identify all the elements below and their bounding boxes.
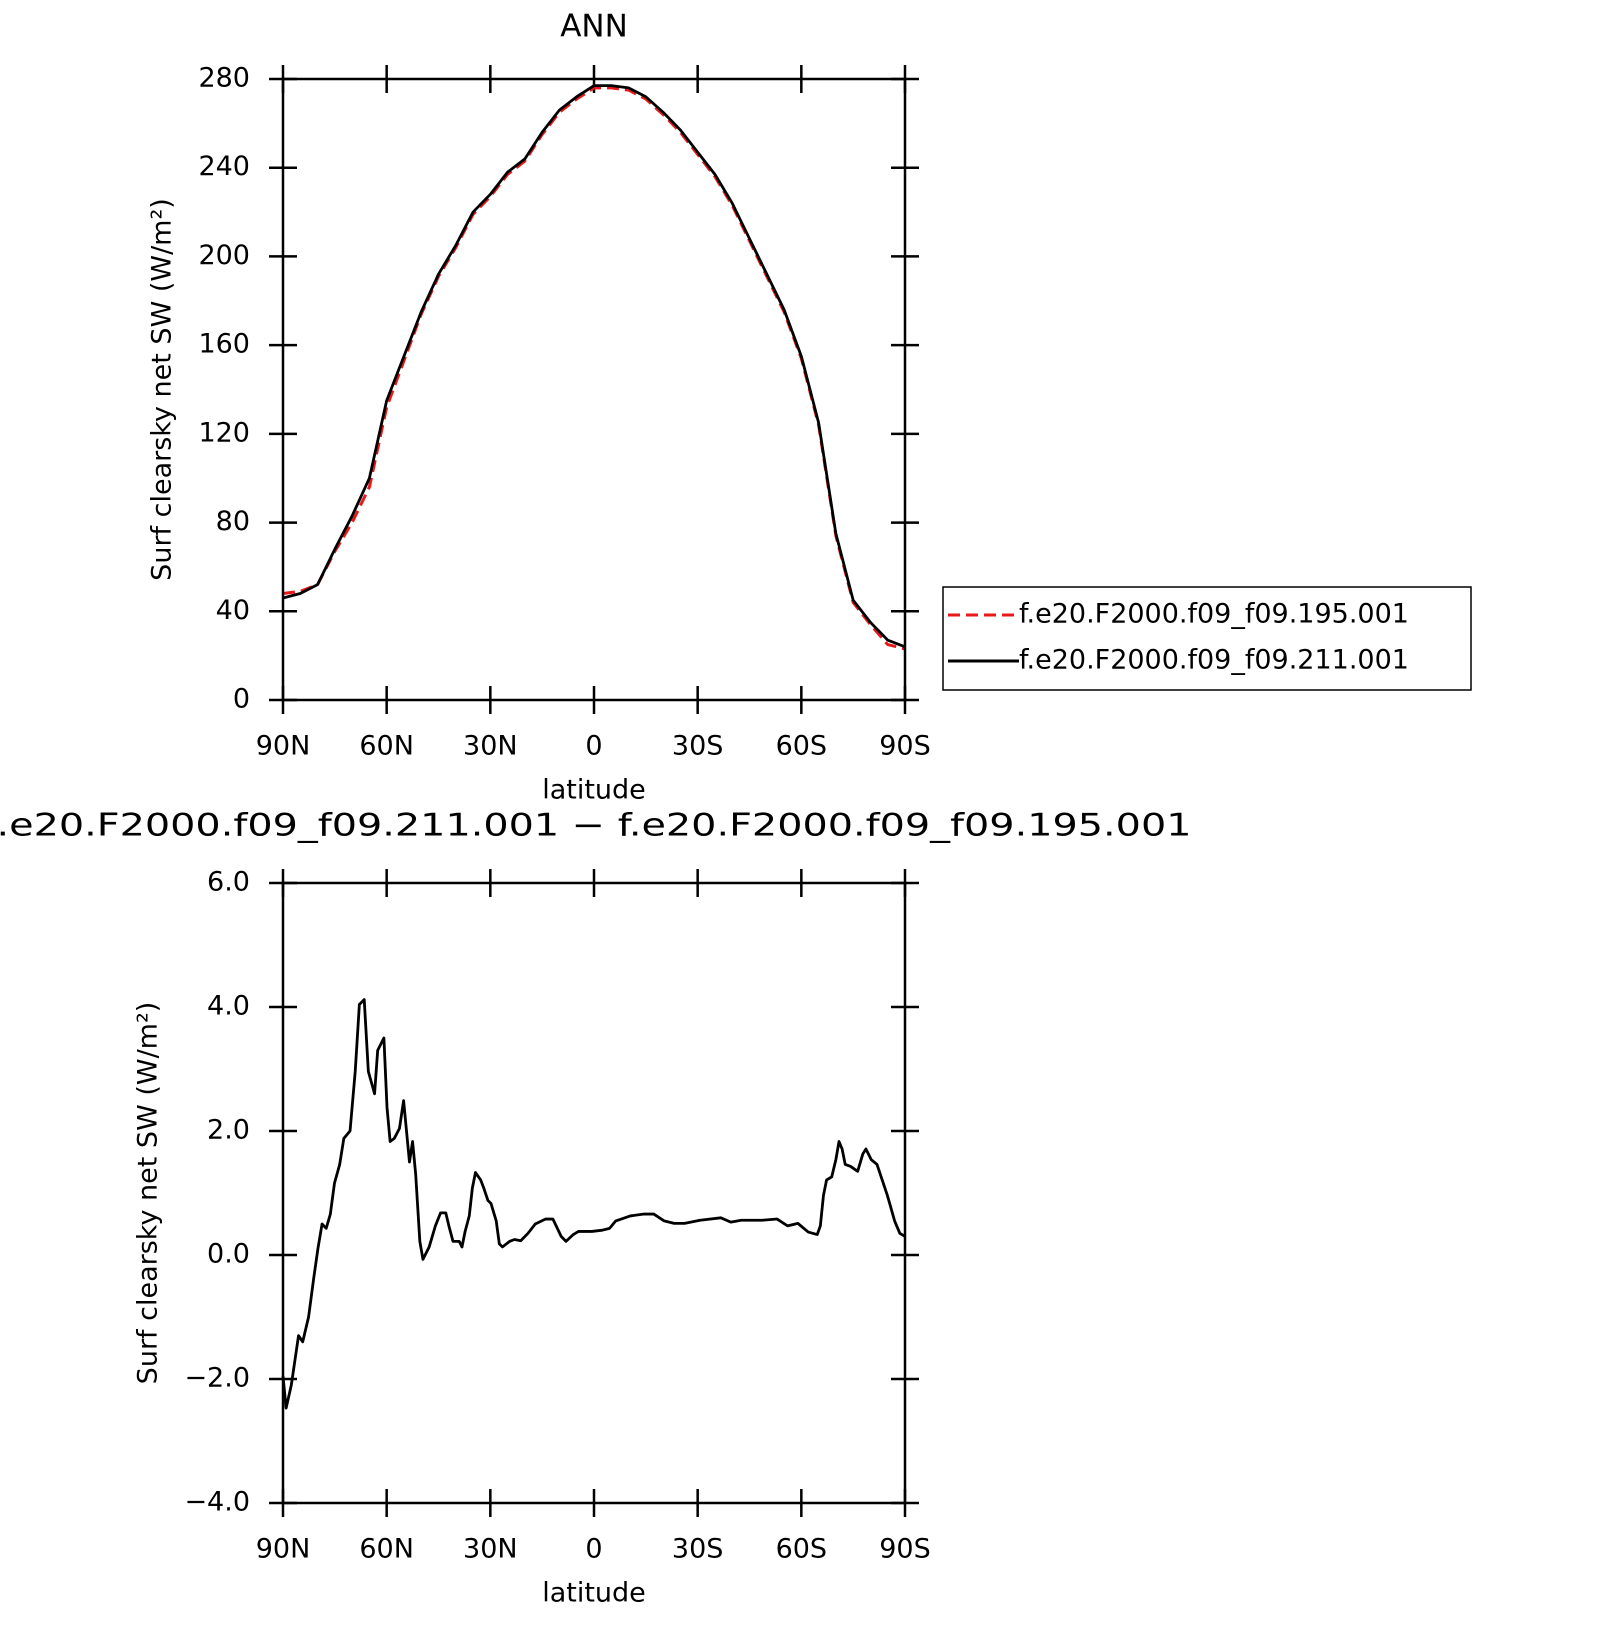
plot-frame (281, 881, 907, 1505)
y-tick-label: −2.0 (184, 1363, 250, 1394)
chart-title: ANN (560, 9, 628, 45)
chart-title: .e20.F2000.f09_f09.211.001 − f.e20.F2000… (0, 808, 1192, 844)
y-tick-label: 6.0 (207, 867, 250, 898)
data-line (281, 998, 906, 1410)
x-tick-label: 0 (585, 1534, 602, 1565)
y-tick-label: 200 (198, 240, 250, 271)
x-tick-label: 30N (463, 1534, 518, 1565)
y-tick-label: 2.0 (207, 1115, 250, 1146)
x-tick-label: 60N (359, 731, 414, 762)
y-tick-label: 240 (198, 151, 250, 182)
x-tick-label: 30N (463, 731, 518, 762)
x-axis-label: latitude (542, 775, 646, 806)
x-tick-label: 90N (256, 731, 311, 762)
x-tick-label: 60N (359, 1534, 414, 1565)
y-tick-label: 40 (216, 595, 250, 626)
x-tick-label: 0 (585, 731, 602, 762)
legend-label: f.e20.F2000.f09_f09.195.001 (1019, 599, 1409, 630)
x-tick-label: 60S (776, 1534, 828, 1565)
y-axis-label: Surf clearsky net SW (W/m²) (133, 1002, 164, 1385)
x-tick-label: 90N (256, 1534, 311, 1565)
y-tick-label: 0.0 (207, 1239, 250, 1270)
data-line (282, 86, 906, 651)
y-tick-label: 4.0 (207, 991, 250, 1022)
x-tick-label: 90S (879, 731, 931, 762)
y-tick-label: 280 (198, 63, 250, 94)
y-axis-label: Surf clearsky net SW (W/m²) (147, 198, 178, 581)
x-tick-label: 90S (879, 1534, 931, 1565)
y-tick-label: 160 (198, 329, 250, 360)
y-tick-label: 0 (233, 684, 250, 715)
y-tick-label: −4.0 (184, 1487, 250, 1518)
y-tick-label: 80 (216, 506, 250, 537)
x-axis-label: latitude (542, 1578, 646, 1609)
x-tick-label: 30S (672, 731, 724, 762)
data-line (282, 84, 906, 649)
y-tick-label: 120 (198, 417, 250, 448)
legend-label: f.e20.F2000.f09_f09.211.001 (1019, 645, 1409, 676)
x-tick-label: 30S (672, 1534, 724, 1565)
legend-box (942, 586, 1472, 691)
x-tick-label: 60S (776, 731, 828, 762)
plot-frame (281, 77, 907, 702)
